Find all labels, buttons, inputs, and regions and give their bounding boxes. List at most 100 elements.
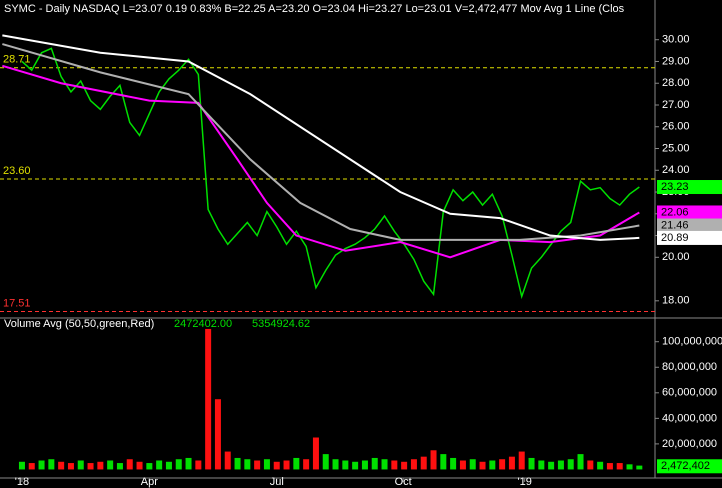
y-tick-label: 29.00 (662, 55, 690, 67)
volume-bar (48, 459, 55, 470)
x-tick-label: '18 (15, 476, 29, 488)
volume-bar (185, 457, 192, 470)
volume-bar (77, 460, 84, 470)
volume-bar (146, 463, 153, 470)
volume-tag (657, 459, 722, 474)
volume-bar (58, 461, 65, 470)
volume-bar (342, 460, 349, 470)
volume-bar (283, 460, 290, 470)
volume-bar (28, 463, 35, 470)
y-tick-label: 80,000,000 (662, 361, 717, 373)
volume-tag-label: 2,472,402 (661, 460, 710, 472)
volume-bar (195, 460, 202, 470)
volume-bar (508, 456, 515, 470)
y-tick-label: 27.00 (662, 99, 690, 111)
volume-bar (430, 450, 437, 470)
volume-bar (636, 465, 643, 470)
price-tag-label: 23.23 (661, 181, 689, 193)
volume-bar (263, 459, 270, 470)
volume-bar (616, 463, 623, 470)
y-tick-label: 28.00 (662, 77, 690, 89)
y-tick-label: 25.00 (662, 142, 690, 154)
moving-average-line (2, 34, 640, 241)
volume-bar (557, 460, 564, 470)
volume-bar (293, 457, 300, 470)
volume-bar (205, 328, 212, 470)
price-tag-label: 21.46 (661, 219, 689, 231)
volume-bar (606, 463, 613, 470)
y-tick-label: 20.00 (662, 251, 690, 263)
volume-bar (352, 461, 359, 470)
volume-bar (567, 459, 574, 470)
volume-bar (381, 459, 388, 470)
volume-bar (401, 461, 408, 470)
volume-bar (156, 460, 163, 470)
x-tick-label: '19 (517, 476, 531, 488)
volume-bar (459, 460, 466, 470)
volume-average: 2472402.00 (174, 318, 232, 330)
y-tick-label: 20,000,000 (662, 438, 717, 450)
y-tick-label: 100,000,000 (662, 336, 722, 348)
volume-bar (440, 454, 447, 470)
level-label: 23.60 (3, 165, 31, 177)
volume-bar (165, 461, 172, 470)
price-tag-label: 20.89 (661, 232, 689, 244)
x-tick-label: Oct (395, 476, 412, 488)
volume-bar (97, 461, 104, 470)
volume-bar (479, 461, 486, 470)
volume-bar (548, 461, 555, 470)
price-tag (657, 205, 722, 220)
price-line (21, 47, 640, 300)
volume-bar (214, 399, 221, 470)
volume-bar (577, 454, 584, 470)
volume-bar (254, 460, 261, 470)
chart-title: SYMC - Daily NASDAQ L=23.07 0.19 0.83% B… (4, 3, 625, 15)
volume-bar (469, 459, 476, 470)
volume-bar (18, 461, 25, 470)
volume-bar (597, 461, 604, 470)
volume-bar (224, 451, 231, 470)
volume-title: Volume Avg (50,50,green,Red) (4, 318, 154, 330)
volume-bar (410, 459, 417, 470)
volume-bar (107, 460, 114, 470)
volume-bar (499, 459, 506, 470)
volume-bar (332, 459, 339, 470)
level-label: 17.51 (3, 297, 31, 309)
volume-bar (38, 460, 45, 470)
volume-bar (234, 457, 241, 470)
volume-bar (322, 454, 329, 470)
volume-bar (528, 457, 535, 470)
y-tick-label: 30.00 (662, 34, 690, 46)
volume-bar (626, 464, 633, 470)
y-tick-label: 18.00 (662, 295, 690, 307)
volume-bar (303, 459, 310, 470)
volume-bar (87, 463, 94, 470)
volume-bar (371, 457, 378, 470)
y-tick-label: 60,000,000 (662, 387, 717, 399)
volume-bar (489, 460, 496, 470)
volume-bar (391, 460, 398, 470)
level-label: 28.71 (3, 54, 31, 66)
volume-bar (312, 437, 319, 470)
volume-bar (67, 463, 74, 470)
volume-bar (538, 460, 545, 470)
volume-bar (587, 460, 594, 470)
volume-bar (136, 461, 143, 470)
price-tag (657, 230, 722, 245)
moving-average-line (2, 43, 640, 241)
volume-bar (126, 459, 133, 470)
price-tag-label: 22.06 (661, 206, 689, 218)
y-tick-label: 40,000,000 (662, 412, 717, 424)
price-tag (657, 180, 722, 195)
volume-bar (450, 457, 457, 470)
volume-bar (244, 459, 251, 470)
y-tick-label: 26.00 (662, 121, 690, 133)
volume-bar (175, 459, 182, 470)
volume-bar (361, 460, 368, 470)
x-tick-label: Jul (270, 476, 284, 488)
x-tick-label: Apr (141, 476, 158, 488)
y-tick-label: 24.00 (662, 164, 690, 176)
volume-bar (116, 463, 123, 470)
volume-bar (420, 456, 427, 470)
